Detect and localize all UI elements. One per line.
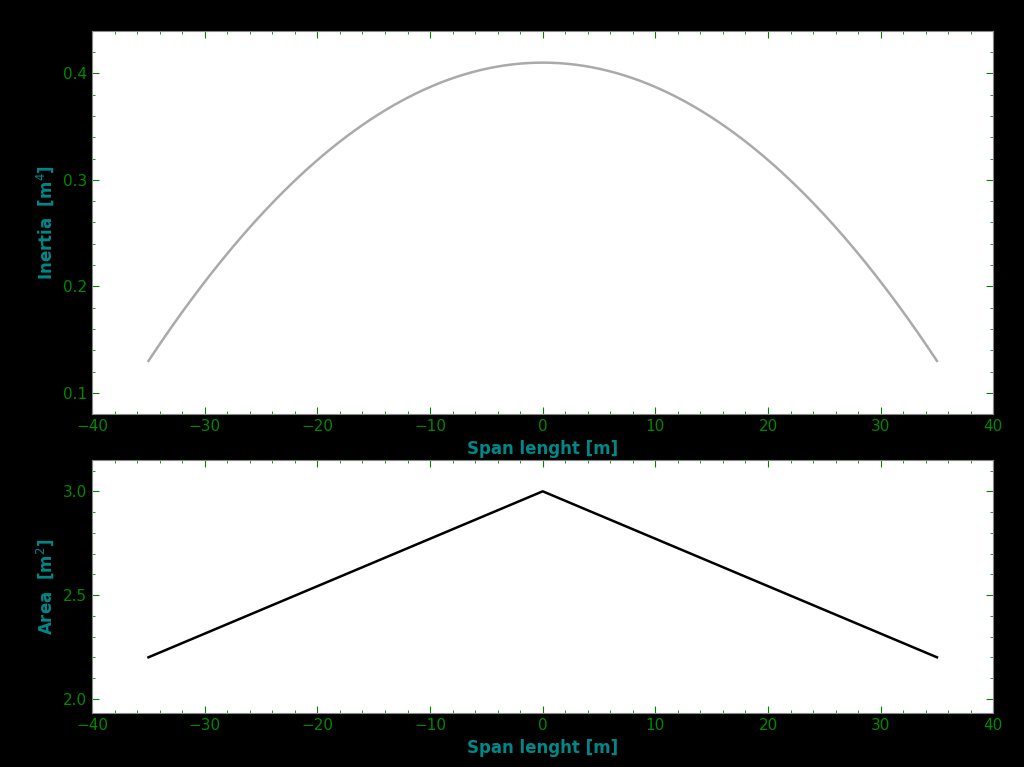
- X-axis label: Span lenght [m]: Span lenght [m]: [467, 739, 618, 757]
- Y-axis label: Inertia  [m$^4$]: Inertia [m$^4$]: [35, 165, 56, 280]
- Y-axis label: Area  [m$^2$]: Area [m$^2$]: [35, 538, 56, 635]
- X-axis label: Span lenght [m]: Span lenght [m]: [467, 439, 618, 458]
